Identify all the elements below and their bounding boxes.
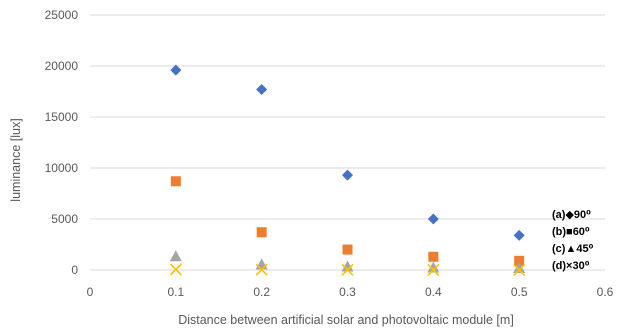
data-point-x: [341, 263, 354, 276]
x-tick-label: 0.5: [511, 285, 528, 299]
data-point-square: [514, 255, 525, 266]
tick-labels: 0 5000 10000 15000 20000 25000 0 0.1 0.2 0.3 0.4 0.…: [45, 8, 614, 299]
x-tick-label: 0.6: [597, 285, 614, 299]
x-tick-label: 0.4: [425, 285, 442, 299]
data-point-diamond: [256, 83, 268, 95]
gridlines: [90, 14, 605, 220]
y-tick-label: 15000: [45, 110, 79, 124]
data-point-square: [170, 176, 181, 187]
data-point-diamond: [513, 229, 525, 241]
data-point-diamond: [427, 213, 439, 225]
y-tick-label: 0: [71, 263, 78, 277]
y-tick-label: 25000: [45, 8, 79, 22]
y-tick-label: 5000: [51, 212, 78, 226]
data-point-triangle: [169, 250, 182, 262]
x-tick-label: 0.1: [167, 285, 184, 299]
x-tick-label: 0.2: [253, 285, 270, 299]
legend-entry: (b)■60⁰: [552, 226, 590, 238]
legend-entry: (d)×30⁰: [552, 260, 590, 272]
legend-entry: (a)◆90⁰: [552, 209, 591, 221]
data-point-diamond: [170, 64, 182, 76]
data-point-square: [428, 251, 439, 262]
data-point-diamond: [342, 169, 353, 181]
data-point-x: [255, 263, 268, 276]
x-axis-title: Distance between artificial solar and ph…: [178, 313, 514, 327]
data-point-square: [256, 227, 267, 238]
data-point-triangle: [255, 258, 268, 270]
legend-entry: (c)▲45⁰: [552, 243, 594, 255]
data-point-x: [169, 263, 182, 276]
data-point-x: [513, 263, 526, 277]
x-tick-label: 0.3: [339, 285, 356, 299]
legend: (a)◆90⁰ (b)■60⁰ (c)▲45⁰ (d)×30⁰: [552, 209, 594, 272]
y-tick-label: 10000: [45, 161, 79, 175]
data-point-triangle: [513, 261, 526, 273]
y-tick-label: 20000: [45, 59, 79, 73]
data-point-triangle: [341, 260, 354, 272]
data-points: [169, 64, 526, 277]
x-tick-label: 0: [87, 285, 94, 299]
data-point-square: [342, 244, 353, 255]
data-point-x: [427, 263, 440, 276]
data-point-triangle: [427, 261, 440, 273]
y-axis-title: luminance [lux]: [9, 118, 23, 201]
